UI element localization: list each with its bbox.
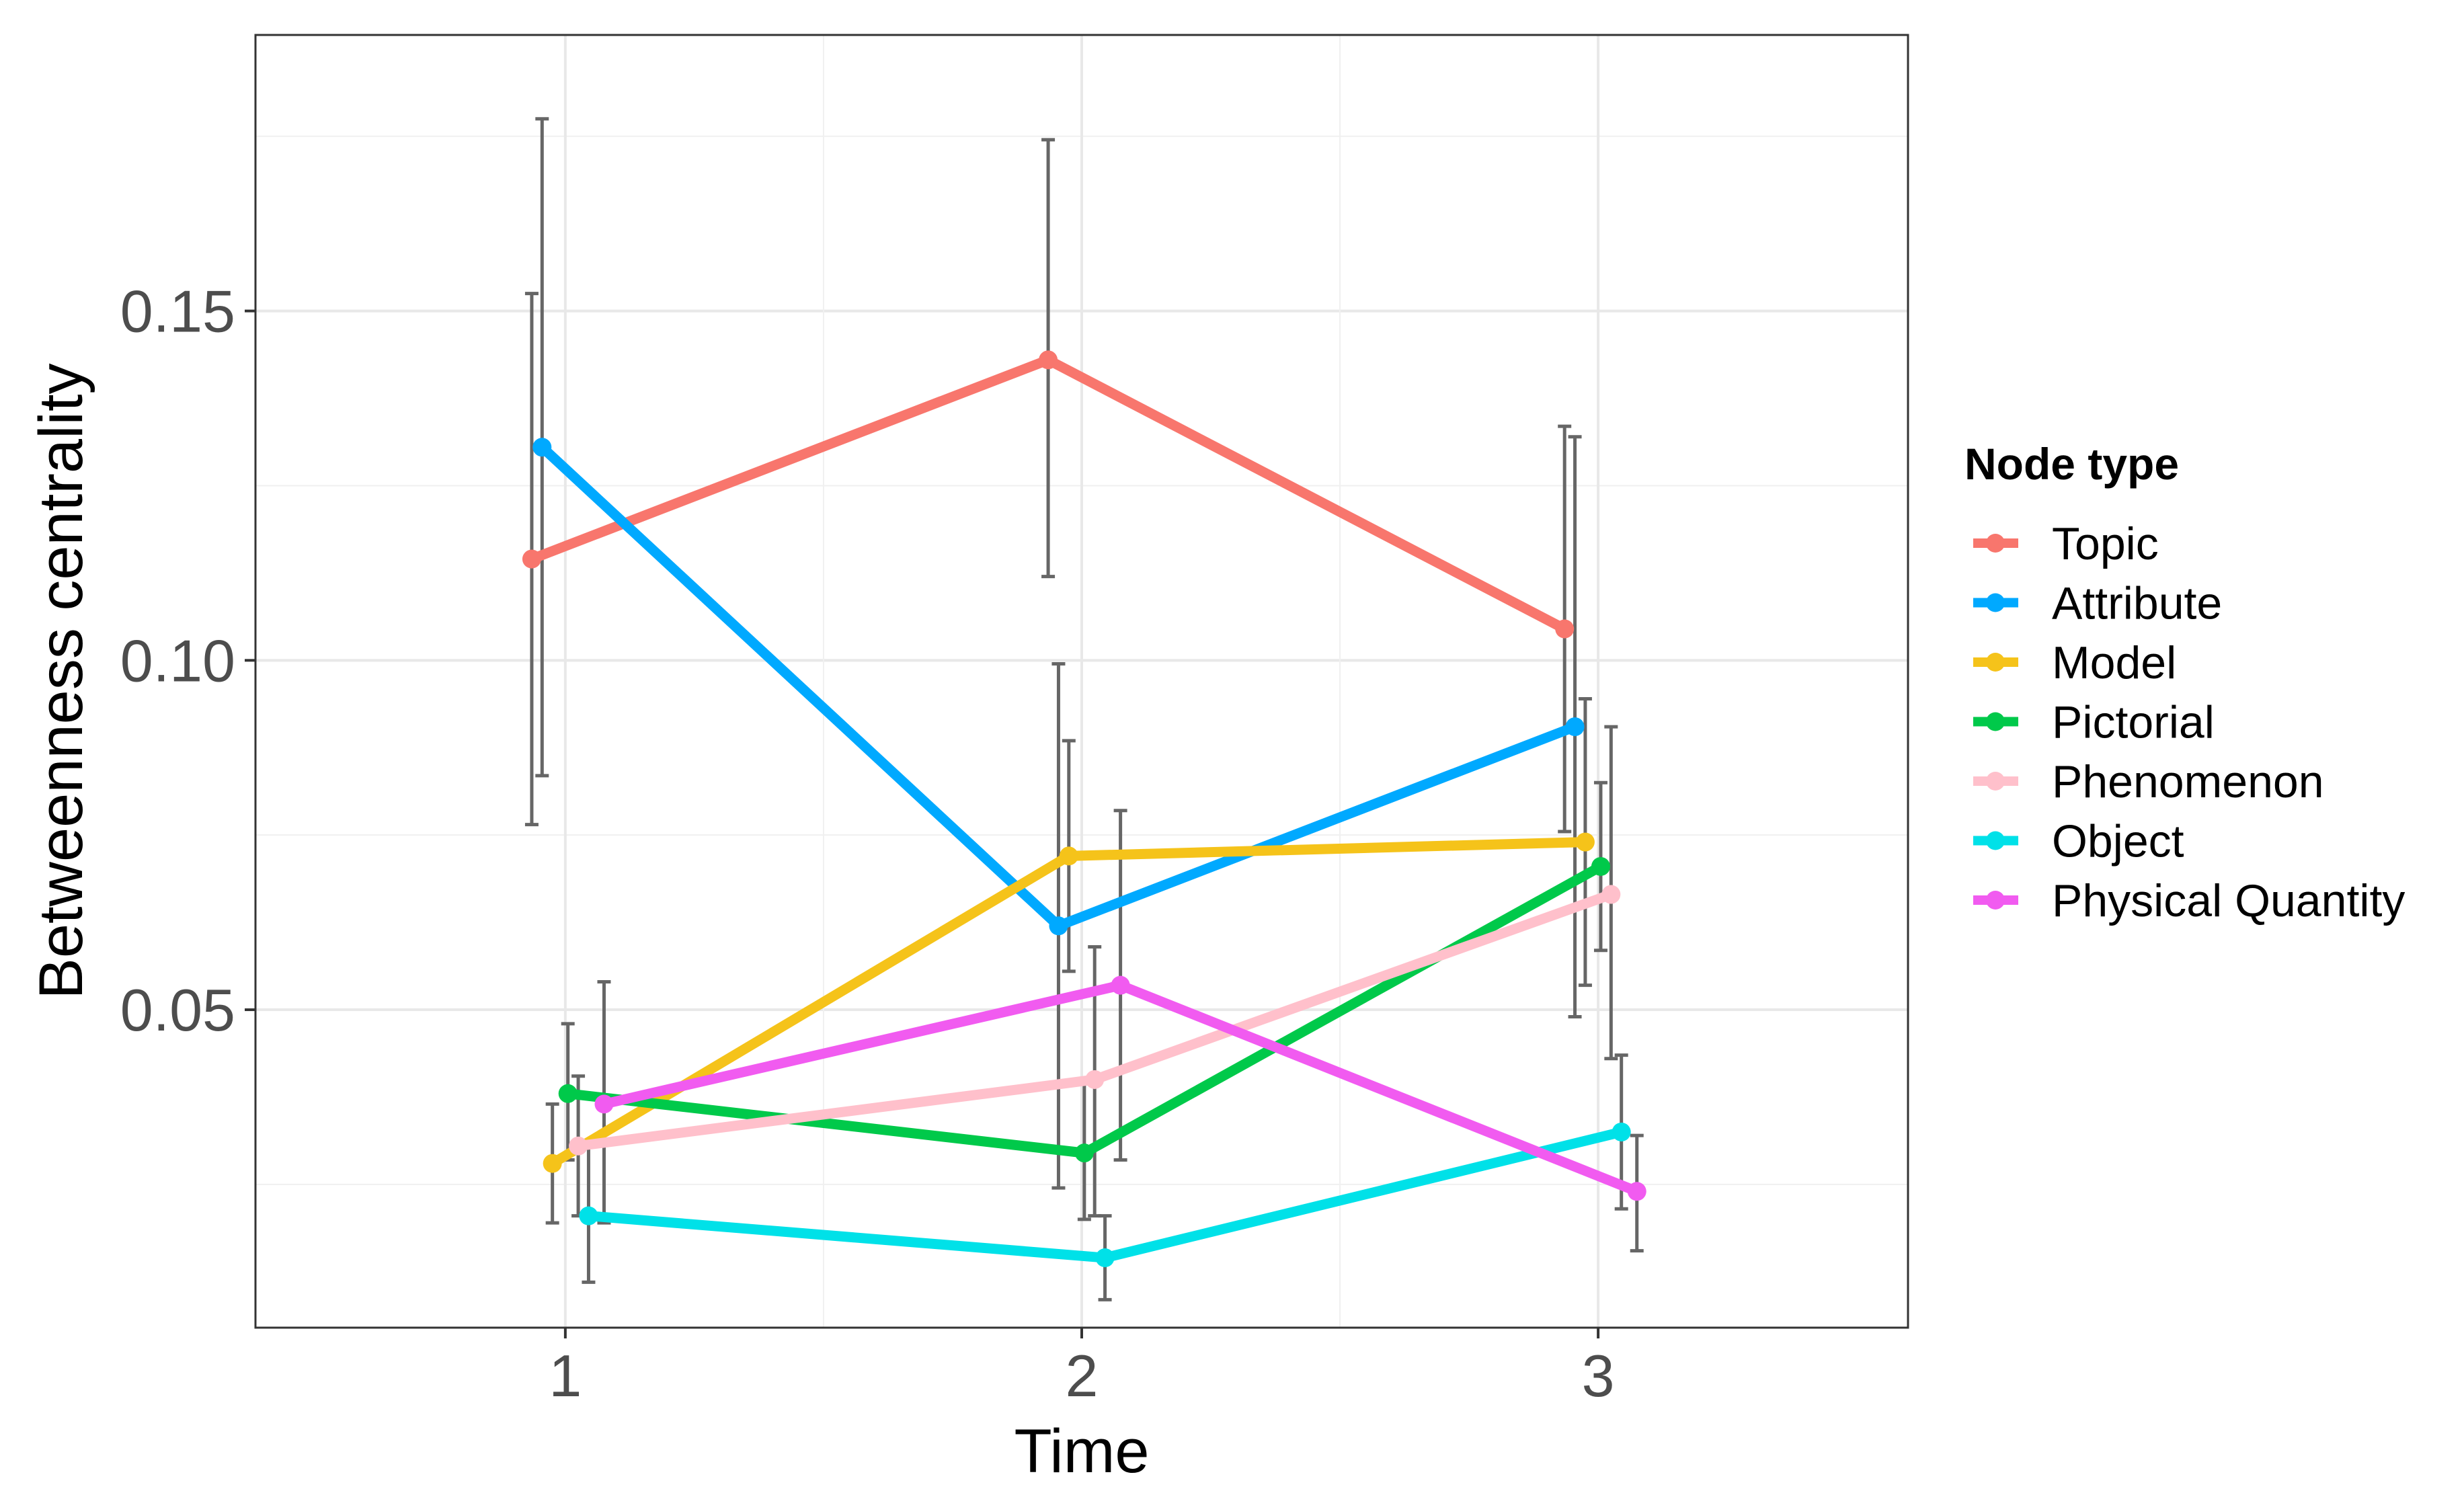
legend-item-1: Attribute bbox=[1973, 578, 2222, 629]
data-point-1-1 bbox=[1049, 916, 1068, 936]
data-point-3-0 bbox=[558, 1084, 578, 1103]
data-point-4-2 bbox=[1601, 885, 1621, 904]
legend-label: Phenomenon bbox=[2052, 756, 2324, 807]
legend-item-5: Object bbox=[1973, 816, 2184, 867]
data-point-2-0 bbox=[543, 1154, 562, 1173]
data-point-6-2 bbox=[1627, 1182, 1646, 1201]
data-point-3-2 bbox=[1591, 856, 1610, 876]
legend-label: Object bbox=[2052, 816, 2184, 867]
data-point-5-1 bbox=[1095, 1248, 1115, 1268]
data-point-0-1 bbox=[1039, 350, 1058, 370]
data-point-5-0 bbox=[579, 1206, 598, 1225]
y-tick-label-1: 0.10 bbox=[120, 627, 235, 694]
data-point-0-0 bbox=[522, 549, 541, 569]
y-axis-title: Betweenness centrality bbox=[27, 363, 95, 999]
legend-item-2: Model bbox=[1973, 637, 2176, 688]
x-axis-ticks: 1 2 3 bbox=[549, 1328, 1615, 1409]
legend: Node type Topic Attribute Model Pictorial Ph… bbox=[1964, 439, 2405, 926]
legend-item-0: Topic bbox=[1973, 518, 2159, 569]
data-point-4-1 bbox=[1085, 1070, 1105, 1089]
legend-item-6: Physical Quantity bbox=[1973, 875, 2405, 926]
series-points bbox=[522, 350, 1646, 1268]
x-tick-label-2: 3 bbox=[1582, 1342, 1615, 1409]
legend-label: Model bbox=[2052, 637, 2176, 688]
legend-key-point bbox=[1986, 593, 2005, 612]
legend-label: Attribute bbox=[2052, 578, 2222, 629]
legend-key-point bbox=[1986, 891, 2005, 910]
legend-item-4: Phenomenon bbox=[1973, 756, 2324, 807]
x-tick-label-1: 2 bbox=[1066, 1342, 1099, 1409]
legend-label: Pictorial bbox=[2052, 697, 2215, 748]
legend-key-point bbox=[1986, 653, 2005, 672]
x-axis-title: Time bbox=[1014, 1417, 1149, 1486]
legend-item-3: Pictorial bbox=[1973, 697, 2215, 748]
legend-key-point bbox=[1986, 712, 2005, 731]
data-point-6-1 bbox=[1111, 975, 1130, 995]
legend-key-point bbox=[1986, 534, 2005, 553]
data-point-1-2 bbox=[1565, 717, 1585, 737]
legend-key-point bbox=[1986, 772, 2005, 791]
data-point-1-0 bbox=[532, 438, 552, 457]
data-point-3-1 bbox=[1074, 1143, 1094, 1163]
y-tick-label-2: 0.15 bbox=[120, 278, 235, 345]
data-point-4-0 bbox=[569, 1136, 588, 1156]
data-point-5-2 bbox=[1612, 1122, 1631, 1141]
data-point-2-1 bbox=[1059, 846, 1078, 866]
data-point-0-2 bbox=[1555, 619, 1575, 639]
legend-label: Topic bbox=[2052, 518, 2159, 569]
legend-key-point bbox=[1986, 831, 2005, 850]
y-axis-ticks: 0.05 0.10 0.15 bbox=[120, 278, 255, 1043]
y-tick-label-0: 0.05 bbox=[120, 977, 235, 1043]
x-tick-label-0: 1 bbox=[549, 1342, 582, 1409]
legend-label: Physical Quantity bbox=[2052, 875, 2405, 926]
data-point-6-0 bbox=[594, 1094, 614, 1114]
legend-title: Node type bbox=[1964, 439, 2179, 489]
data-point-2-2 bbox=[1575, 832, 1595, 852]
